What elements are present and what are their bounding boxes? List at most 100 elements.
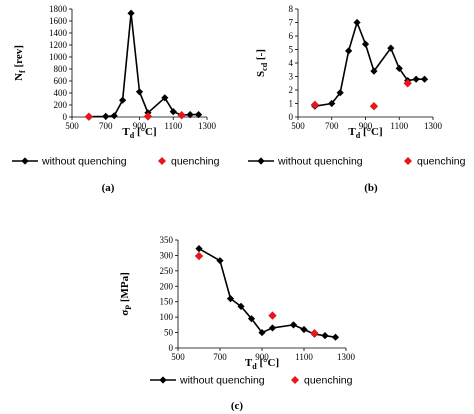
panel-c-x-tick-label: 700	[213, 352, 227, 362]
panel-b-series-without-quenching-point	[328, 99, 336, 108]
panel-b-legend-label-quenching: quenching	[417, 156, 466, 168]
panel-a-series-quenching	[84, 111, 186, 121]
panel-a-y-tick-label: 0	[63, 112, 68, 122]
panel-b-series-quenching-point	[310, 100, 320, 110]
panel-a-series-without-quenching-point	[110, 112, 118, 120]
panel-b-legend-label-without-quenching: without quenching	[277, 156, 363, 168]
panel-c-y-tick-label: 0	[169, 343, 174, 353]
panel-a-y-axis-label: Nf [rev]	[13, 45, 27, 81]
panel-c-series-quenching-point	[194, 251, 204, 261]
panel-c-legend: without quenching quenching	[150, 375, 353, 387]
panel-c-y-axis-label: σP [MPa]	[119, 272, 133, 316]
panel-b-series-without-quenching-line	[314, 21, 425, 107]
panel-c-series-without-quenching-point	[300, 325, 308, 334]
panel-c-y-tick-label: 300	[160, 250, 174, 260]
panel-c-y-tick-label: 100	[160, 312, 174, 322]
panel-c-legend-marker-quenching	[291, 376, 299, 384]
panel-b-series-quenching-point	[369, 102, 379, 111]
panel-b-series-without-quenching-point	[336, 89, 344, 97]
panel-b-y-tick-label: 5	[289, 45, 294, 55]
panel-b-y-tick-label: 2	[289, 85, 294, 95]
panel-a-y-tick-label: 600	[54, 76, 68, 86]
panel-b-legend: without quenching quenching	[248, 156, 466, 168]
panel-a-legend-marker-quenching	[158, 157, 166, 165]
panel-b-series-without-quenching	[311, 18, 429, 110]
panel-a-legend: without quenching quenching	[12, 156, 220, 168]
panel-a-x-tick-label: 900	[133, 121, 147, 131]
panel-a-series-without-quenching-point	[161, 94, 169, 102]
panel-b-series-without-quenching-point	[412, 75, 420, 83]
panel-a-series-without-quenching-point	[102, 112, 110, 120]
panel-a-series-without-quenching-point	[119, 96, 127, 104]
panel-a-series-without-quenching-line	[88, 12, 199, 118]
panel-c-series-without-quenching	[195, 245, 340, 341]
panel-b-x-tick-label: 900	[359, 121, 373, 131]
panel-b-legend-marker-quenching	[404, 157, 412, 165]
panel-a-x-axis-label: Td [°C]	[122, 126, 156, 140]
panel-b-series-without-quenching-point	[345, 47, 353, 55]
panel-b-series-quenching-point	[403, 79, 412, 88]
panel-c-series-without-quenching-point	[289, 321, 298, 329]
panel-c-series-without-quenching-point	[195, 245, 203, 253]
panel-b-y-tick-label: 7	[289, 18, 294, 28]
panel-b-y-axis-label: Scd [-]	[255, 49, 269, 77]
panel-a-y-tick-label: 800	[54, 64, 68, 74]
panel-b-x-axis-label: Td [°C]	[348, 126, 382, 140]
panel-c-y-tick-label: 250	[160, 266, 174, 276]
panel-a-series-without-quenching-point	[194, 111, 203, 119]
panel-a-y-tick-label: 400	[54, 88, 68, 98]
panel-c-x-tick-label: 1100	[295, 352, 313, 362]
panel-c-legend-label-quenching: quenching	[304, 375, 353, 387]
panel-b-x-tick-label: 700	[325, 121, 339, 131]
panel-b-series-without-quenching-point	[420, 75, 429, 83]
panel-a-y-tick-label: 1600	[49, 16, 68, 26]
panel-a-series-without-quenching-point	[186, 111, 194, 119]
panel-b-legend-marker-without-quenching	[257, 157, 265, 165]
panel-a-legend-label-quenching: quenching	[171, 156, 220, 168]
panel-c-x-tick-label: 900	[255, 352, 269, 362]
panel-b-series-quenching	[310, 79, 412, 111]
panel-b-y-tick-label: 4	[289, 58, 294, 68]
panel-b-y-tick-label: 1	[289, 99, 294, 109]
panel-c-y-tick-label: 350	[160, 235, 174, 245]
panel-c-series-without-quenching-point	[247, 315, 256, 323]
panel-b-series-without-quenching-point	[387, 44, 395, 52]
panel-a-series-without-quenching-point	[135, 88, 144, 96]
panel-c-series-quenching	[194, 251, 319, 338]
panel-c-x-tick-label: 1300	[337, 352, 356, 362]
panel-a-series-without-quenching	[85, 9, 203, 121]
panel-a-x-tick-label: 700	[99, 121, 113, 131]
panel-c-y-tick-label: 200	[160, 281, 174, 291]
panel-a-series-without-quenching-point	[127, 9, 135, 17]
panel-b-x-tick-label: 1100	[390, 121, 408, 131]
panel-a-series-quenching-point	[84, 112, 94, 121]
panel-b-y-tick-label: 8	[289, 4, 294, 14]
panel-c-y-tick-label: 150	[160, 297, 174, 307]
panel-c-series-without-quenching-point	[331, 333, 340, 341]
panel-b-series-without-quenching-point	[353, 18, 361, 27]
panel-c-legend-label-without-quenching: without quenching	[179, 375, 265, 387]
panel-a-x-tick-label: 1100	[164, 121, 182, 131]
panel-b-series-without-quenching-point	[370, 67, 378, 75]
panel-b-y-tick-label: 3	[289, 72, 294, 82]
panel-b-x-tick-label: 1300	[424, 121, 443, 131]
panel-c-x-tick-label: 500	[171, 352, 185, 362]
panel-a-y-tick-label: 1400	[49, 28, 68, 38]
panel-c-series-without-quenching-point	[321, 332, 329, 340]
panel-a-x-tick-label: 1300	[198, 121, 217, 131]
panel-c-x-axis-label: Td [°C]	[245, 357, 279, 371]
panel-a-series-without-quenching-point	[169, 108, 177, 116]
panel-b-series-without-quenching-point	[395, 64, 403, 72]
panel-a-y-tick-label: 200	[54, 100, 68, 110]
panel-a-series-quenching-point	[143, 112, 153, 121]
panel-b-y-tick-label: 0	[289, 112, 294, 122]
panel-c-y-tick-label: 50	[164, 328, 174, 338]
panel-c-series-without-quenching-point	[258, 328, 266, 337]
panel-c-series-without-quenching-point	[268, 324, 277, 332]
panel-a-legend-marker-without-quenching	[21, 157, 29, 165]
panel-c-series-without-quenching-point	[237, 302, 245, 310]
panel-a-y-tick-label: 1000	[49, 52, 68, 62]
panel-c-series-quenching-point	[310, 328, 319, 338]
panel-c-chart: 0 50 100 150 200 250 300 350 500 700 900 1100 1300 Td…	[119, 235, 356, 412]
